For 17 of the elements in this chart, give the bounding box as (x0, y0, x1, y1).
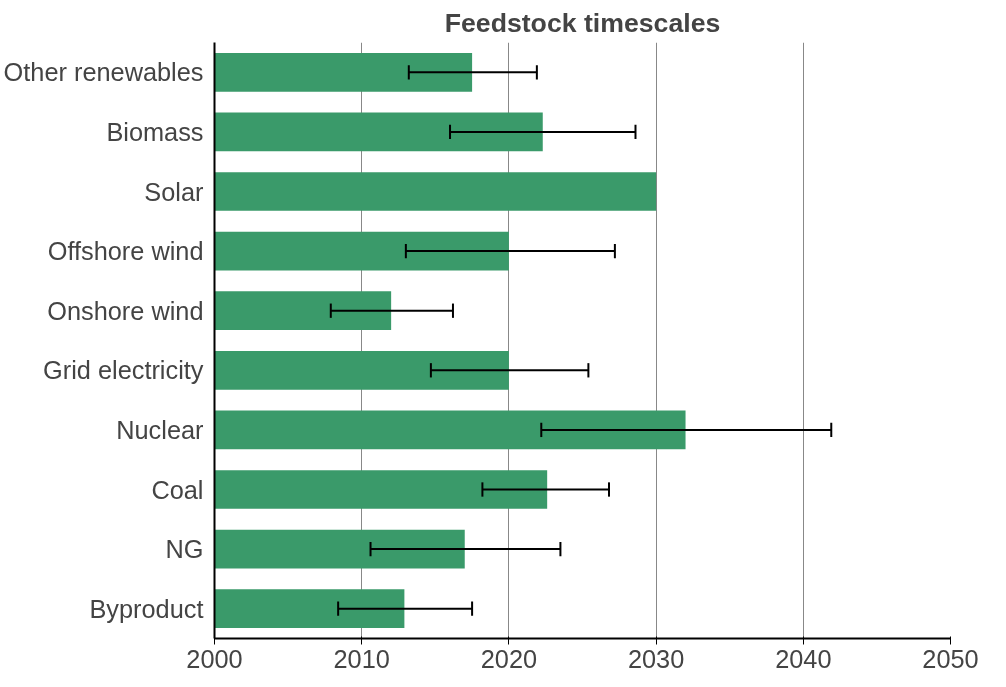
y-tick-label: NG (165, 535, 204, 564)
y-tick-label: Coal (151, 475, 204, 504)
x-tick-label: 2020 (480, 644, 538, 673)
x-tick-label: 2000 (186, 644, 243, 673)
y-tick-label: Solar (144, 177, 205, 206)
y-tick-label: Onshore wind (47, 296, 204, 325)
y-tick-label: Byproduct (89, 594, 204, 623)
y-tick-label: Grid electricity (43, 356, 204, 385)
chart-title: Feedstock timescales (444, 7, 721, 38)
x-tick-label: 2050 (922, 644, 979, 673)
x-tick-label: 2010 (333, 644, 390, 673)
y-tick-label: Biomass (106, 117, 204, 146)
y-tick-label: Nuclear (116, 415, 205, 444)
x-tick-label: 2030 (627, 644, 685, 673)
y-tick-label: Offshore wind (47, 237, 204, 266)
y-tick-label: Other renewables (3, 58, 204, 87)
x-tick-label: 2040 (775, 644, 832, 673)
